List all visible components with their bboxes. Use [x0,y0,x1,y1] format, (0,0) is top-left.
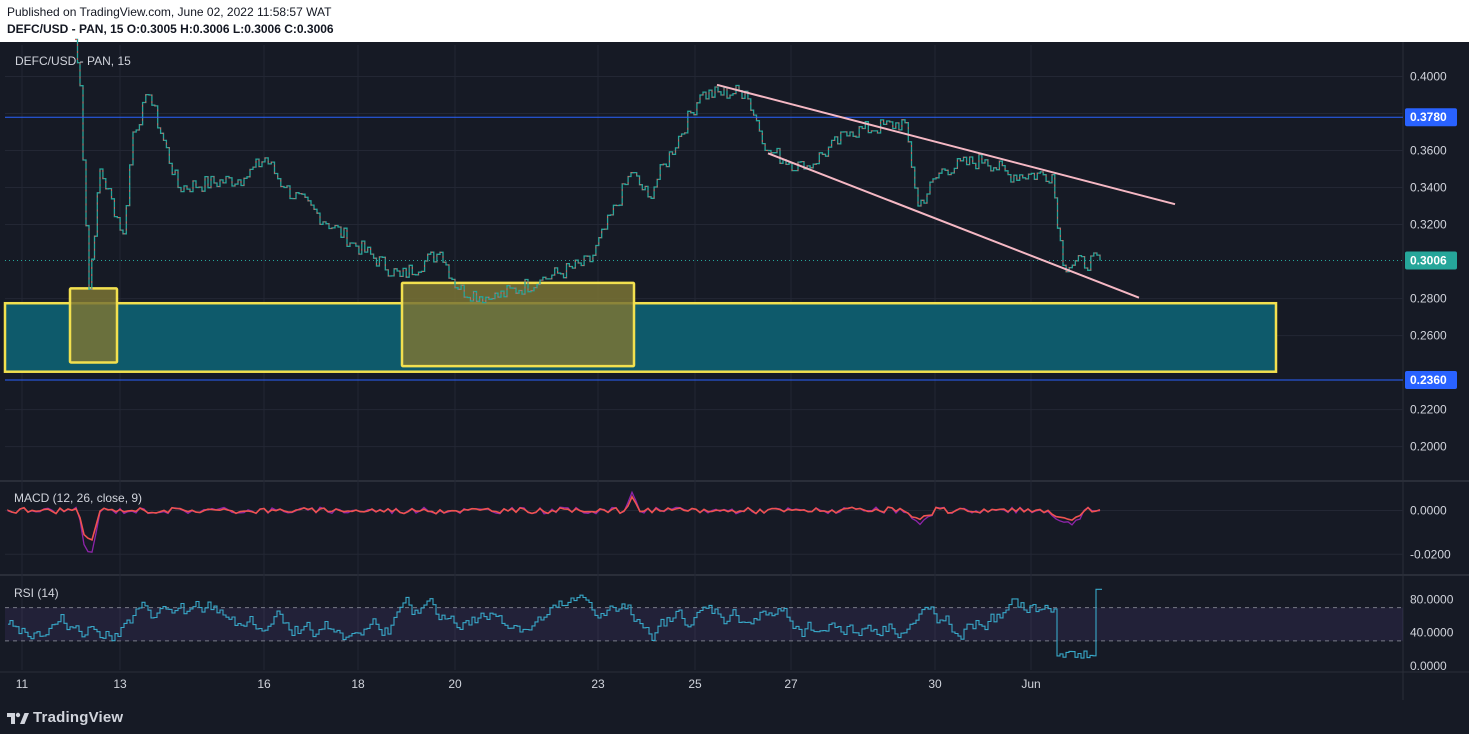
rsi-tick-label: 80.0000 [1410,592,1454,606]
x-tick-label: 13 [113,677,127,691]
level-label-bg [1405,371,1457,390]
trendlines [5,83,1403,381]
macd-signal-line [7,495,1101,541]
main-pane-label: DEFC/USD - PAN, 15 [15,54,131,68]
y-tick-label: 0.3400 [1410,181,1447,195]
rsi-pane-label: RSI (14) [14,586,59,600]
highlight-box [400,281,636,368]
level-label: 0.2360 [1410,373,1447,387]
y-tick-label: 0.3600 [1410,144,1447,158]
tradingview-logo-icon [7,712,29,724]
price-line-overlay [75,39,1101,303]
publish-header: Published on TradingView.com, June 02, 2… [0,0,1469,42]
tradingview-brand: TradingView [33,709,124,726]
y-tick-label: 0.2000 [1410,440,1447,454]
pane-labels: DEFC/USD - PAN, 15 MACD (12, 26, close, … [14,54,142,600]
macd-pane-label: MACD (12, 26, close, 9) [14,491,142,505]
tradingview-logo[interactable]: TradingView [7,709,123,726]
macd-pane: 0.0000 -0.0200 [5,490,1451,561]
y-tick-label: 0.2800 [1410,292,1447,306]
y-tick-label: 0.2600 [1410,329,1447,343]
rsi-band [5,607,1403,641]
trendline-lower[interactable] [767,152,1140,299]
last-price-label-bg [1405,251,1457,270]
rsi-pane: 80.0000 40.0000 0.0000 [5,588,1454,673]
publish-info: Published on TradingView.com, June 02, 2… [7,5,332,19]
macd-tick-label: 0.0000 [1410,503,1447,517]
x-tick-label: Jun [1021,677,1040,691]
x-tick-label: 16 [257,677,271,691]
y-tick-label: 0.4000 [1410,69,1447,83]
x-tick-label: 11 [16,677,29,691]
price-series [75,38,1101,304]
price-line [75,38,1101,304]
last-price-label: 0.3006 [1410,253,1447,267]
annotation-zones [3,281,1278,373]
x-tick-label: 23 [591,677,605,691]
demand-zone [3,301,1278,373]
price-axis: 111316182023252730Jun0.40000.38000.36000… [16,69,1457,691]
trendline-upper[interactable] [716,83,1176,206]
symbol-ohlc: DEFC/USD - PAN, 15 O:0.3005 H:0.3006 L:0… [7,22,334,36]
highlight-box [68,287,119,364]
rsi-line [8,588,1102,659]
price-chart[interactable]: 0.0000 -0.0200 80.0000 40.0000 0.0000 11 13 1… [0,0,1469,700]
y-tick-label: 0.3200 [1410,218,1447,232]
x-tick-label: 27 [784,677,798,691]
footer: TradingView [0,700,1469,734]
x-tick-label: 30 [928,677,942,691]
macd-line [7,490,1101,553]
x-tick-label: 20 [448,677,462,691]
rsi-tick-label: 40.0000 [1410,626,1454,640]
macd-tick-label: -0.0200 [1410,547,1451,561]
x-tick-label: 25 [688,677,702,691]
x-tick-label: 18 [351,677,365,691]
y-tick-label: 0.2200 [1410,403,1447,417]
rsi-tick-label: 0.0000 [1410,659,1447,673]
level-label: 0.3780 [1410,110,1447,124]
level-label-bg [1405,108,1457,127]
